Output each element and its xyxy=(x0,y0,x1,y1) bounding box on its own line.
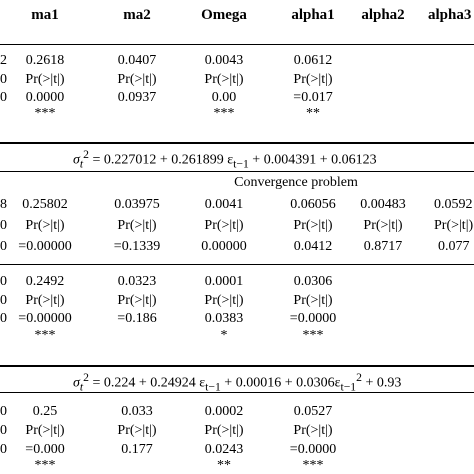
table-cell: =0.0000 xyxy=(289,311,337,326)
table-cell: 0.0000 xyxy=(25,90,65,105)
table-cell: 0.0041 xyxy=(204,197,244,212)
table-cell: 0.03975 xyxy=(114,197,160,212)
table-cell: Pr(>|t|) xyxy=(434,218,474,233)
table-cell: 0.00000 xyxy=(201,239,247,254)
table-cell: 0.0243 xyxy=(204,442,244,457)
table-cell: 0.00 xyxy=(211,90,237,105)
table-cell: Pr(>|t|) xyxy=(25,218,65,233)
left-cell: 0 xyxy=(0,423,7,438)
table-cell: Pr(>|t|) xyxy=(293,423,333,438)
table-cell: 0.033 xyxy=(121,404,153,419)
block-rule xyxy=(0,264,474,265)
equation-rule xyxy=(0,171,474,172)
table-cell: 0.0412 xyxy=(293,239,333,254)
table-cell: Pr(>|t|) xyxy=(363,218,403,233)
left-cell: 2 xyxy=(0,53,7,68)
left-cell: 0 xyxy=(0,72,7,87)
table-cell: =0.00000 xyxy=(18,239,72,254)
table-cell: Pr(>|t|) xyxy=(25,72,65,87)
significance-stars: ** xyxy=(217,458,231,473)
table-cell: Pr(>|t|) xyxy=(293,218,333,233)
left-cell: 0 xyxy=(0,404,7,419)
left-cell: 0 xyxy=(0,311,7,326)
table-cell: 0.25802 xyxy=(22,197,68,212)
table-cell: Pr(>|t|) xyxy=(117,423,157,438)
table-cell: Pr(>|t|) xyxy=(117,72,157,87)
table-cell: Pr(>|t|) xyxy=(25,423,65,438)
header-alpha3: alpha3 xyxy=(428,7,472,23)
table-cell: Pr(>|t|) xyxy=(25,293,65,308)
left-cell: 0 xyxy=(0,293,7,308)
table-cell: Pr(>|t|) xyxy=(204,72,244,87)
table-cell: 0.2618 xyxy=(25,53,65,68)
table-cell: 0.00483 xyxy=(360,197,406,212)
header-omega: Omega xyxy=(201,7,247,23)
left-cell: 8 xyxy=(0,197,7,212)
significance-stars: *** xyxy=(34,106,56,121)
table-cell: Pr(>|t|) xyxy=(117,293,157,308)
table-cell: 0.0937 xyxy=(117,90,157,105)
table-cell: 0.0592 xyxy=(434,197,473,212)
header-ma1: ma1 xyxy=(31,7,59,23)
significance-stars: *** xyxy=(213,106,235,121)
table-cell: 0.8717 xyxy=(363,239,403,254)
table-cell: 0.06056 xyxy=(290,197,336,212)
table-cell: =0.00000 xyxy=(18,311,72,326)
left-cell: 0 xyxy=(0,274,7,289)
table-cell: 0.25 xyxy=(32,404,58,419)
header-rule xyxy=(0,44,474,45)
equation-2: σt2 = 0.224 + 0.24924 εt−1 + 0.00016 + 0… xyxy=(73,371,402,394)
table-cell: 0.177 xyxy=(121,442,153,457)
table-cell: =0.186 xyxy=(117,311,157,326)
significance-stars: ** xyxy=(306,106,320,121)
significance-stars: *** xyxy=(34,458,56,473)
table-cell: 0.0306 xyxy=(293,274,333,289)
table-cell: =0.1339 xyxy=(113,239,161,254)
table-cell: 0.0002 xyxy=(204,404,244,419)
table-cell: 0.0001 xyxy=(204,274,244,289)
table-cell: Pr(>|t|) xyxy=(204,218,244,233)
table-cell: Pr(>|t|) xyxy=(293,72,333,87)
significance-stars: *** xyxy=(34,328,56,343)
table-cell: 0.0043 xyxy=(204,53,244,68)
table-cell: 0.0527 xyxy=(293,404,333,419)
table-cell: 0.0612 xyxy=(293,53,333,68)
table-cell: 0.0407 xyxy=(117,53,157,68)
table-cell: Pr(>|t|) xyxy=(293,293,333,308)
equation-rule xyxy=(0,142,474,144)
table-cell: Pr(>|t|) xyxy=(117,218,157,233)
left-cell: 0 xyxy=(0,239,7,254)
table-cell: =0.017 xyxy=(293,90,333,105)
table-cell: Pr(>|t|) xyxy=(204,293,244,308)
table-cell: 0.0323 xyxy=(117,274,157,289)
table-cell: =0.000 xyxy=(25,442,65,457)
table-cell: =0.0000 xyxy=(289,442,337,457)
table-cell: 0.077 xyxy=(438,239,470,254)
significance-stars: *** xyxy=(302,328,324,343)
left-cell: 0 xyxy=(0,90,7,105)
table-cell: 0.0383 xyxy=(204,311,244,326)
convergence-note: Convergence problem xyxy=(234,175,358,190)
header-ma2: ma2 xyxy=(123,7,151,23)
header-alpha1: alpha1 xyxy=(291,7,335,23)
equation-1: σt2 = 0.227012 + 0.261899 εt−1 + 0.00439… xyxy=(73,148,377,171)
left-cell: 0 xyxy=(0,442,7,457)
table-cell: 0.2492 xyxy=(25,274,65,289)
significance-stars: *** xyxy=(302,458,324,473)
significance-stars: * xyxy=(220,328,228,343)
header-alpha2: alpha2 xyxy=(361,7,405,23)
table-cell: Pr(>|t|) xyxy=(204,423,244,438)
equation-rule xyxy=(0,392,474,393)
left-cell: 0 xyxy=(0,218,7,233)
equation-rule xyxy=(0,365,474,367)
